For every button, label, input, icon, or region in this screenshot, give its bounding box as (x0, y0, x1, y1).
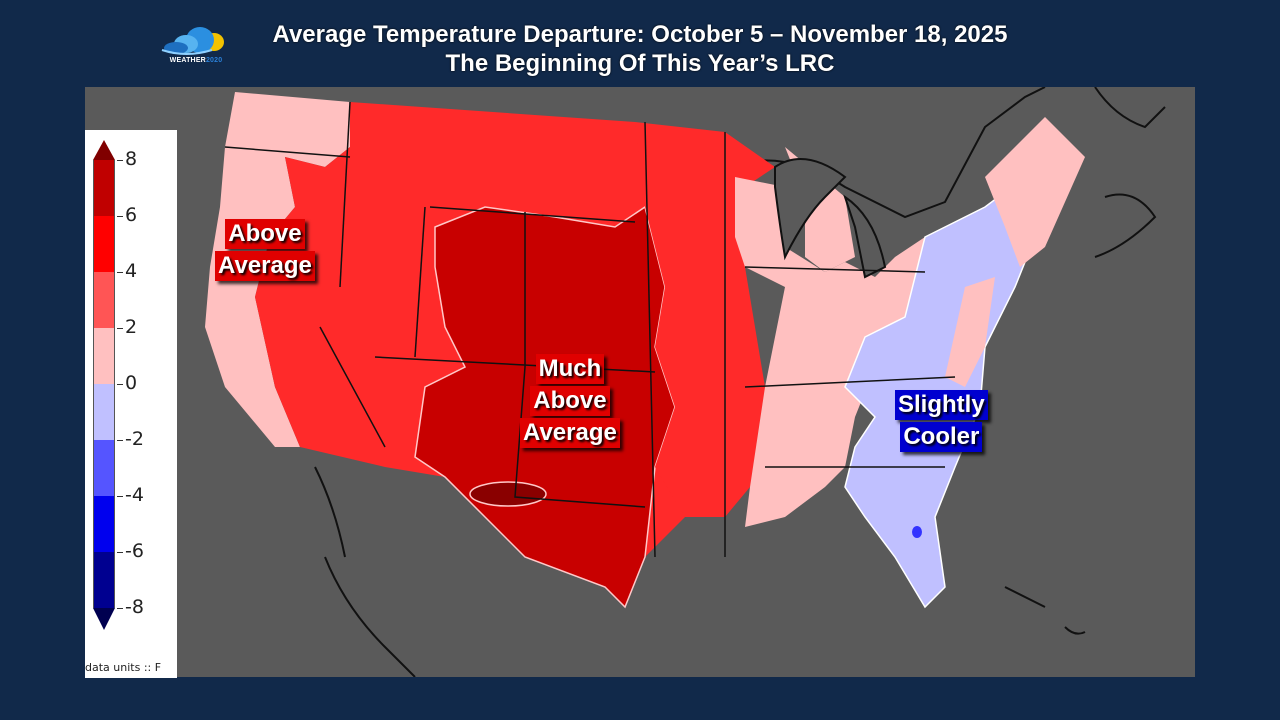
annotation-above-average: Above Average (215, 218, 315, 282)
colorbar-segment-neg4-neg2 (93, 440, 115, 496)
title-line-1: Average Temperature Departure: October 5… (272, 21, 1008, 48)
tick-label: 4 (125, 260, 138, 282)
chart-title: Average Temperature Departure: October 5… (200, 20, 1080, 78)
tick-label: 0 (125, 372, 138, 394)
colorbar-segment-2-4 (93, 272, 115, 328)
tick-mark (117, 216, 123, 217)
temperature-map: Above Average Much Above Average Slightl… (85, 87, 1195, 677)
tick-label: -8 (125, 596, 144, 618)
colorbar-lower-arrow-icon (93, 608, 115, 630)
colorbar-segment-neg2-0 (93, 384, 115, 440)
weather-logo: WEATHER2020 (156, 24, 236, 68)
tick-mark (117, 160, 123, 161)
tick-mark (117, 272, 123, 273)
tick-mark (117, 552, 123, 553)
tick-label: 2 (125, 316, 138, 338)
colorbar-segment-0-2 (93, 328, 115, 384)
tick-label: 8 (125, 148, 138, 170)
tick-mark (117, 440, 123, 441)
colorbar-segment-4-6 (93, 216, 115, 272)
colorbar-segment-neg8-neg6 (93, 552, 115, 608)
tick-mark (117, 328, 123, 329)
logo-text: WEATHER2020 (169, 57, 223, 64)
tick-mark (117, 496, 123, 497)
tick-label: -4 (125, 484, 144, 506)
colorbar-legend: 8 6 4 2 0 -2 -4 -6 -8 data units :: F (85, 130, 177, 678)
tick-mark (117, 384, 123, 385)
colorbar-units-label: data units :: F (85, 661, 162, 674)
annotation-much-above-average: Much Above Average (520, 353, 620, 449)
annotation-slightly-cooler: Slightly Cooler (895, 389, 988, 453)
title-line-2: The Beginning Of This Year’s LRC (445, 50, 835, 77)
tick-label: -6 (125, 540, 144, 562)
tick-label: 6 (125, 204, 138, 226)
weather-cloud-logo-icon (161, 27, 224, 55)
colorbar-segment-neg6-neg4 (93, 496, 115, 552)
tick-label: -2 (125, 428, 144, 450)
colorbar-upper-arrow-icon (93, 140, 115, 160)
tick-mark (117, 608, 123, 609)
us-map-svg (205, 87, 1166, 677)
colorbar-segment-6-8 (93, 160, 115, 216)
